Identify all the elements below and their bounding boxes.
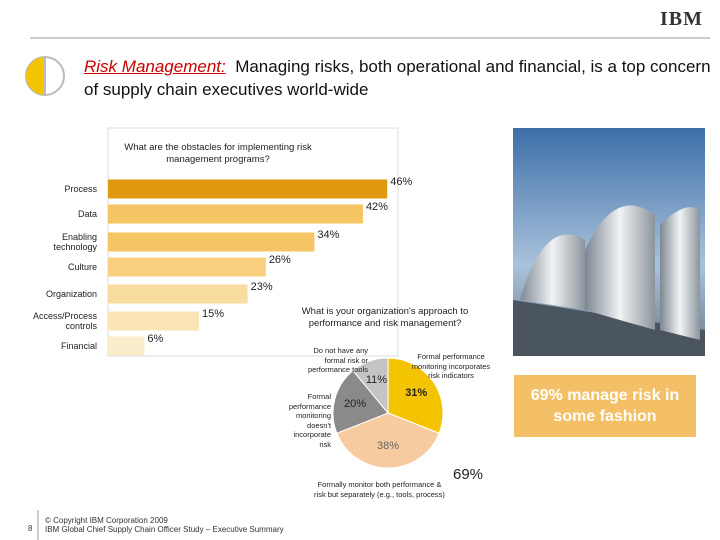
bar [108, 179, 388, 199]
photo [513, 128, 705, 356]
annotation: 69% [453, 466, 484, 483]
slice-value-label: 31% [405, 386, 428, 399]
category-label: Organization [45, 289, 97, 299]
callout-text: 69% manage risk in some fashion [530, 387, 680, 425]
slice-label: Formal performance monitoring incorporat… [411, 352, 491, 380]
bar [108, 311, 200, 331]
category-label: Culture [67, 262, 97, 272]
bar [108, 284, 248, 304]
bar [108, 257, 266, 277]
value-label: 23% [250, 281, 273, 293]
category-label: Process [64, 184, 97, 194]
category-label: Financial [60, 341, 97, 351]
slice-value-label: 20% [343, 397, 366, 410]
category-label: Access/Process controls [32, 311, 97, 331]
page-number: 8 [28, 524, 33, 533]
bar [108, 204, 363, 224]
title-text: Managing risks, both operational and fin… [84, 57, 711, 99]
slice-label: Do not have any formal risk or performan… [307, 346, 368, 374]
pie-slice [332, 369, 389, 434]
value-label: 46% [390, 176, 413, 188]
pie-slice [336, 412, 440, 469]
pie-slice [352, 357, 389, 415]
value-label: 34% [317, 229, 340, 241]
slice-value-label: 38% [376, 440, 400, 453]
bar [108, 232, 315, 252]
pie-chart-title: What is your organization's approach to … [301, 306, 469, 329]
slice-value-label: 11% [365, 373, 388, 386]
slice-label: Formal performance monitoring doesn't in… [288, 392, 331, 449]
footer-source: IBM Global Chief Supply Chain Officer St… [45, 525, 284, 534]
value-label: 15% [202, 308, 225, 320]
bar-chart-title: What are the obstacles for implementing … [124, 142, 312, 165]
pie-slice [387, 357, 444, 434]
title-icon [25, 56, 65, 96]
slice-label: Formally monitor both performance & risk… [314, 480, 445, 499]
value-label: 26% [268, 254, 291, 266]
bar [108, 336, 145, 356]
callout-box [514, 375, 696, 437]
copyright: © Copyright IBM Corporation 2009 [45, 516, 168, 525]
slide-title: Risk Management: Managing risks, both op… [84, 55, 714, 101]
title-highlight: Risk Management: [84, 57, 226, 76]
value-label: 6% [147, 333, 164, 345]
value-label: 42% [365, 201, 388, 213]
category-label: Data [77, 209, 97, 219]
logo: IBM [660, 8, 703, 30]
category-label: Enabling technology [53, 232, 97, 252]
